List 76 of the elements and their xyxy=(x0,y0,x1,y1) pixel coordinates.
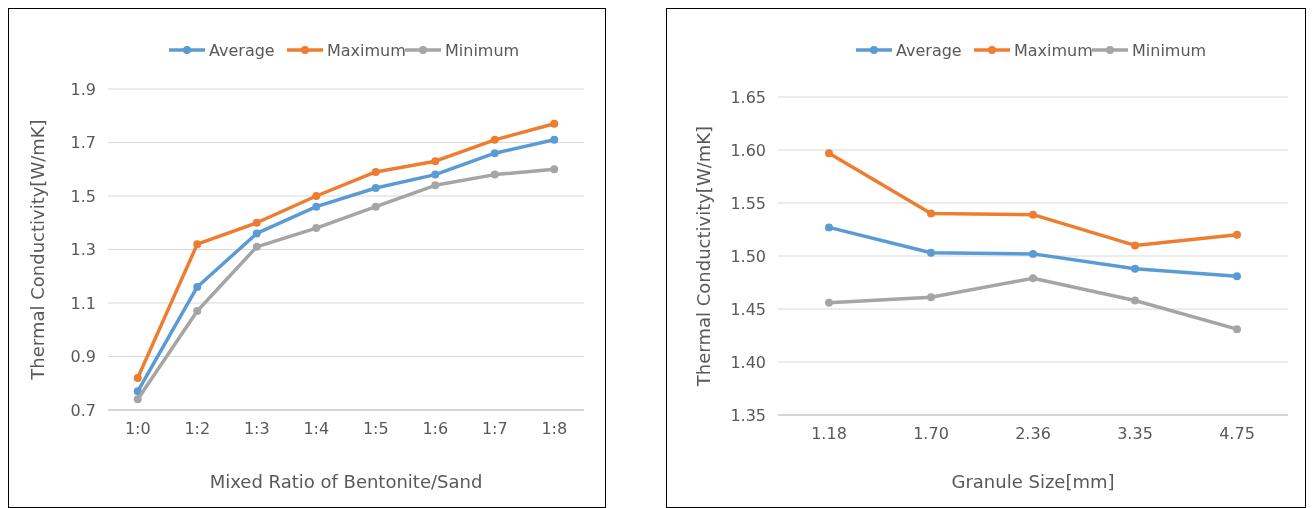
x-axis-title: Mixed Ratio of Bentonite/Sand xyxy=(209,471,483,492)
point xyxy=(252,242,261,251)
point xyxy=(1029,210,1037,219)
point xyxy=(927,248,935,257)
point xyxy=(825,298,833,307)
x-tick-label: 1:2 xyxy=(184,419,211,438)
point xyxy=(927,293,935,302)
x-tick-label: 1:0 xyxy=(124,419,151,438)
x-tick-label: 3.35 xyxy=(1117,424,1153,443)
point xyxy=(1131,264,1139,273)
point xyxy=(550,119,559,128)
x-tick-label: 1:5 xyxy=(362,419,389,438)
point xyxy=(371,183,380,192)
point xyxy=(193,240,202,249)
point xyxy=(431,157,440,166)
point xyxy=(371,167,380,176)
point xyxy=(550,165,559,174)
x-tick-label: 1.70 xyxy=(913,424,949,443)
point xyxy=(490,149,499,158)
point xyxy=(312,192,321,200)
y-tick-label: 1.35 xyxy=(730,405,766,425)
y-tick-label: 1.40 xyxy=(730,352,766,372)
point xyxy=(133,387,142,396)
point xyxy=(1131,241,1139,250)
x-tick-label: 1:6 xyxy=(422,419,449,438)
point xyxy=(133,395,142,404)
y-tick-label: 1.1 xyxy=(70,293,96,313)
y-axis-title: Thermal Conductivity[W/mK] xyxy=(27,119,48,381)
y-tick-label: 1.3 xyxy=(70,240,96,260)
point xyxy=(825,223,833,232)
point xyxy=(431,181,440,190)
point xyxy=(1131,296,1139,305)
point xyxy=(312,224,321,233)
legend-label: Minimum xyxy=(445,40,520,60)
legend-label: Minimum xyxy=(1132,40,1207,60)
point xyxy=(825,149,833,158)
y-tick-label: 1.55 xyxy=(730,193,766,213)
point xyxy=(252,218,261,227)
y-axis-title: Thermal Conductivity[W/mK] xyxy=(693,125,714,388)
point xyxy=(371,202,380,211)
legend-label: Average xyxy=(209,40,275,60)
point xyxy=(927,209,935,218)
y-tick-label: 1.45 xyxy=(730,299,766,319)
point xyxy=(1233,325,1241,334)
y-tick-label: 0.9 xyxy=(70,347,96,367)
point xyxy=(1029,274,1037,283)
point xyxy=(133,373,142,382)
point xyxy=(312,202,321,211)
point xyxy=(193,307,202,316)
x-tick-label: 1:8 xyxy=(541,419,568,438)
point xyxy=(490,170,499,179)
point xyxy=(490,135,499,144)
point xyxy=(1233,230,1241,239)
x-tick-label: 1:3 xyxy=(243,419,270,438)
x-tick-label: 2.36 xyxy=(1015,424,1051,443)
x-tick-label: 1:4 xyxy=(303,419,330,438)
x-axis-title: Granule Size[mm] xyxy=(951,471,1115,492)
point xyxy=(1233,272,1241,281)
point xyxy=(252,229,261,238)
legend-label: Average xyxy=(896,40,962,60)
x-tick-label: 1.18 xyxy=(811,424,847,443)
point xyxy=(193,282,202,291)
y-tick-label: 1.5 xyxy=(70,186,96,206)
point xyxy=(1029,249,1037,258)
x-tick-label: 4.75 xyxy=(1219,424,1255,443)
x-tick-label: 1:7 xyxy=(481,419,508,438)
point xyxy=(550,135,559,144)
point xyxy=(431,170,440,179)
y-tick-label: 1.7 xyxy=(70,133,96,153)
y-tick-label: 1.65 xyxy=(730,87,766,107)
legend-label: Maximum xyxy=(327,40,406,60)
y-tick-label: 1.9 xyxy=(70,79,96,99)
y-tick-label: 1.50 xyxy=(730,246,766,266)
y-tick-label: 1.60 xyxy=(730,140,766,160)
y-tick-label: 0.7 xyxy=(70,400,96,420)
legend-label: Maximum xyxy=(1014,40,1093,60)
